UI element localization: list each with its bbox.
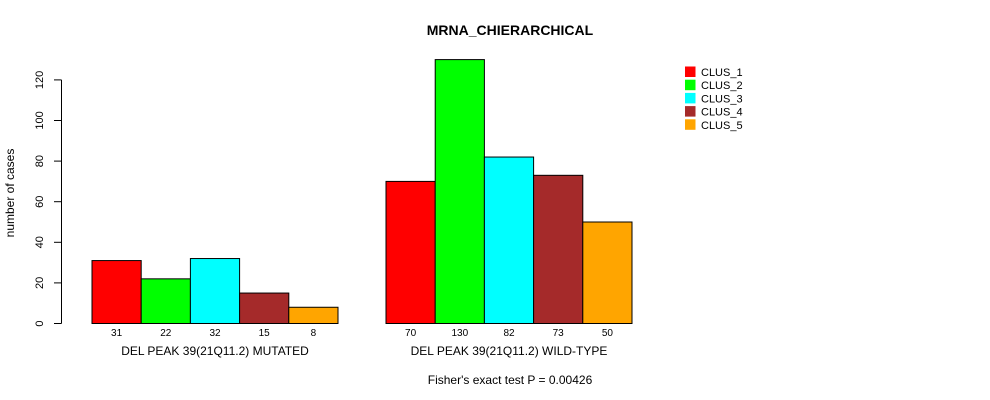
bar-value-label: 8 bbox=[311, 328, 317, 339]
bar-clus-2-group-2 bbox=[434, 59, 485, 324]
y-tick-label: 0 bbox=[34, 320, 46, 326]
y-tick-label: 20 bbox=[34, 277, 46, 289]
y-tick-label: 80 bbox=[34, 155, 46, 167]
legend-swatch bbox=[685, 92, 696, 104]
bar-clus-5-group-1 bbox=[288, 306, 339, 325]
legend-label: CLUS_3 bbox=[701, 93, 743, 105]
group-labels: DEL PEAK 39(21Q11.2) MUTATED DEL PEAK 39(… bbox=[121, 344, 607, 358]
bars bbox=[91, 59, 633, 325]
legend-swatch bbox=[685, 79, 696, 91]
legend-label: CLUS_5 bbox=[701, 120, 743, 132]
bar-clus-4-group-1 bbox=[239, 292, 290, 324]
legend-swatch bbox=[685, 66, 696, 77]
bar-clus-1-group-2 bbox=[385, 180, 436, 324]
y-tick-label: 40 bbox=[34, 236, 46, 248]
bar-value-label: 130 bbox=[451, 328, 468, 339]
bar-value-label: 73 bbox=[553, 328, 565, 339]
group-label: DEL PEAK 39(21Q11.2) WILD-TYPE bbox=[411, 344, 608, 358]
legend-swatch bbox=[685, 119, 696, 130]
bar-clus-3-group-1 bbox=[189, 258, 241, 325]
y-axis-label: number of cases bbox=[3, 149, 17, 238]
group-label: DEL PEAK 39(21Q11.2) MUTATED bbox=[121, 344, 309, 358]
bar-value-label: 82 bbox=[503, 328, 515, 339]
bar-clus-5-group-2 bbox=[582, 221, 633, 324]
legend-swatch bbox=[685, 106, 696, 117]
bar-clus-4-group-2 bbox=[533, 174, 584, 324]
value-labels: 31 22 32 15 8 70 130 82 73 50 bbox=[111, 328, 613, 339]
bar-value-label: 22 bbox=[160, 328, 172, 339]
bar-clus-1-group-1 bbox=[91, 260, 142, 325]
legend-label: CLUS_1 bbox=[701, 67, 743, 79]
legend-label: CLUS_4 bbox=[701, 107, 743, 119]
bar-value-label: 31 bbox=[111, 328, 123, 339]
bar-value-label: 70 bbox=[405, 328, 417, 339]
y-axis: 0 20 40 60 80 100 120 bbox=[34, 71, 62, 327]
bar-clus-2-group-1 bbox=[140, 278, 191, 324]
y-tick-label: 60 bbox=[34, 196, 46, 208]
legend-label: CLUS_2 bbox=[701, 80, 743, 92]
bar-clus-3-group-2 bbox=[483, 156, 535, 324]
chart-title: MRNA_CHIERARCHICAL bbox=[427, 22, 594, 38]
footnote: Fisher's exact test P = 0.00426 bbox=[428, 373, 593, 387]
y-tick-label: 100 bbox=[34, 111, 46, 129]
bar-value-label: 32 bbox=[209, 328, 221, 339]
bar-value-label: 50 bbox=[602, 328, 614, 339]
y-tick-label: 120 bbox=[34, 71, 46, 89]
bar-value-label: 15 bbox=[259, 328, 271, 339]
